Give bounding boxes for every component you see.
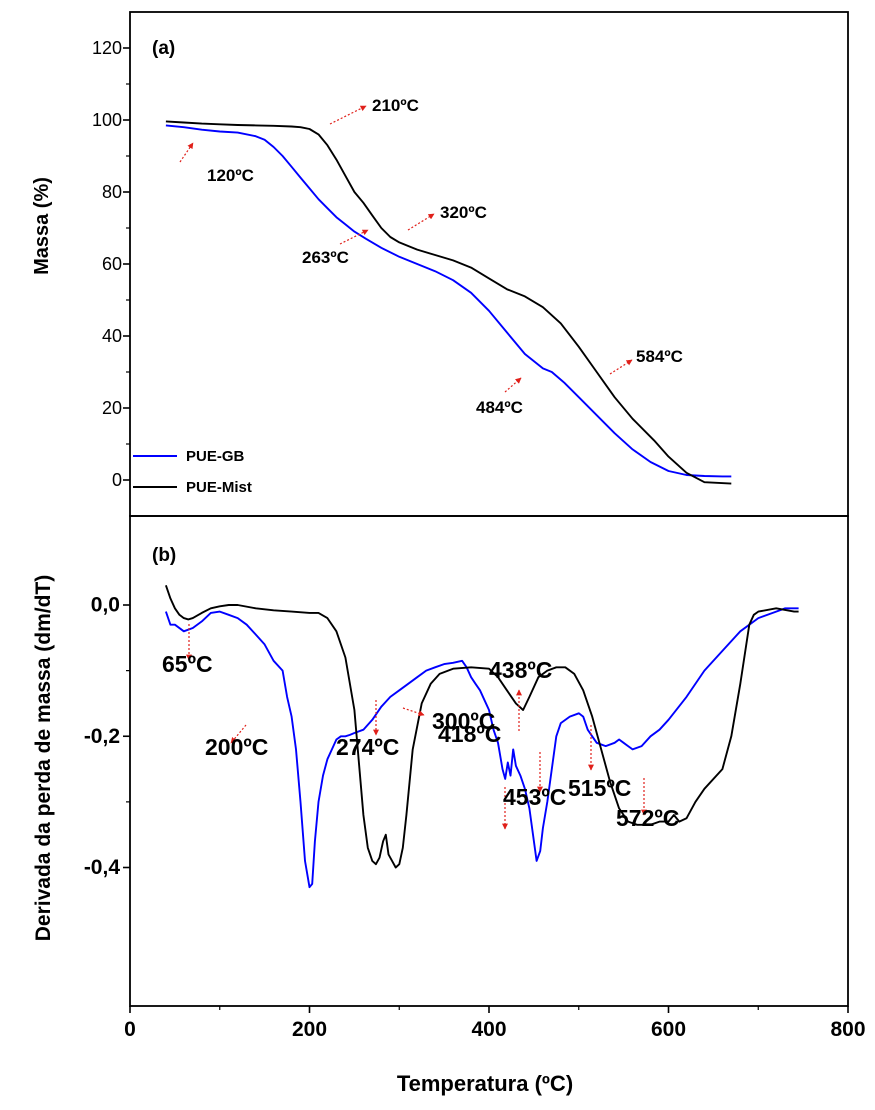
- panel-b-y-axis-label: Derivada da perda de massa (dm/dT): [32, 575, 55, 941]
- panel-b-label: (b): [152, 545, 176, 566]
- panel-b-frame: [129, 515, 849, 1007]
- panel-b-annotation-label: 515ºC: [568, 775, 631, 801]
- panel-b-series-pue-gb: [165, 607, 799, 889]
- panel-a-annotation-label: 210ºC: [372, 96, 419, 115]
- panel-b-ytick-label: -0,2: [84, 725, 120, 748]
- panel-a-label: (a): [152, 38, 175, 59]
- panel-a-annotation-label: 484ºC: [476, 398, 523, 417]
- panel-b-derivative: 0,0 -0,2 -0,4 Derivada da perda de massa (d…: [32, 515, 866, 1096]
- panel-a-ytick-label: 0: [112, 470, 122, 490]
- panel-b-annotation-label: 418ºC: [438, 721, 501, 747]
- panel-a-annotation-arrow: [609, 359, 633, 375]
- panel-a-ytick-label: 60: [102, 254, 122, 274]
- panel-a-ytick-label: 120: [92, 38, 122, 58]
- panel-a-annotation-arrow: [339, 229, 369, 245]
- panel-a-ytick-label: 80: [102, 182, 122, 202]
- panel-a-series-pue-mist: [165, 120, 732, 485]
- panel-b-annotation-label: 453ºC: [503, 784, 566, 810]
- panel-a-ytick-label: 40: [102, 326, 122, 346]
- panel-a-annotation-arrow: [179, 142, 194, 163]
- panel-a-annotation-label: 120ºC: [207, 166, 254, 185]
- panel-b-annotation-label: 65ºC: [162, 651, 213, 677]
- panel-a-annotation-arrow: [329, 105, 367, 125]
- panel-a-ytick-label: 20: [102, 398, 122, 418]
- panel-b-annotation-label: 300ºC: [432, 708, 495, 734]
- panel-b-annotation-label: 438ºC: [489, 657, 552, 683]
- x-tick-label: 400: [471, 1018, 506, 1041]
- x-tick-label: 800: [830, 1018, 865, 1041]
- legend-label: PUE-GB: [186, 448, 245, 465]
- panel-b-ytick-label: -0,4: [84, 856, 121, 879]
- panel-a-annotation-arrow: [504, 377, 522, 393]
- x-tick-label: 200: [292, 1018, 327, 1041]
- panel-b-series-pue-mist: [165, 584, 799, 869]
- panel-b-annotation-label: 572ºC: [616, 805, 679, 831]
- panel-a-ytick-label: 100: [92, 110, 122, 130]
- x-tick-label: 600: [651, 1018, 686, 1041]
- panel-a-annotation-label: 320ºC: [440, 203, 487, 222]
- panel-a-mass-loss: 0 20 40 60 80 100 120 Massa (%) (a) 120ºC 210ºC 263…: [31, 11, 849, 517]
- legend-label: PUE-Mist: [186, 479, 252, 496]
- panel-a-frame: [129, 11, 849, 517]
- panel-a-annotation-label: 584ºC: [636, 347, 683, 366]
- x-axis-label: Temperatura (ºC): [397, 1071, 573, 1096]
- panel-a-annotation-arrow: [407, 213, 435, 231]
- panel-a-series-pue-gb: [165, 124, 732, 478]
- x-tick-label: 0: [124, 1018, 136, 1041]
- panel-a-y-axis-label: Massa (%): [31, 177, 53, 275]
- panel-b-annotation-label: 200ºC: [205, 734, 268, 760]
- panel-a-annotation-label: 263ºC: [302, 248, 349, 267]
- panel-b-annotation-label: 274ºC: [336, 734, 399, 760]
- panel-b-ytick-label: 0,0: [91, 594, 120, 617]
